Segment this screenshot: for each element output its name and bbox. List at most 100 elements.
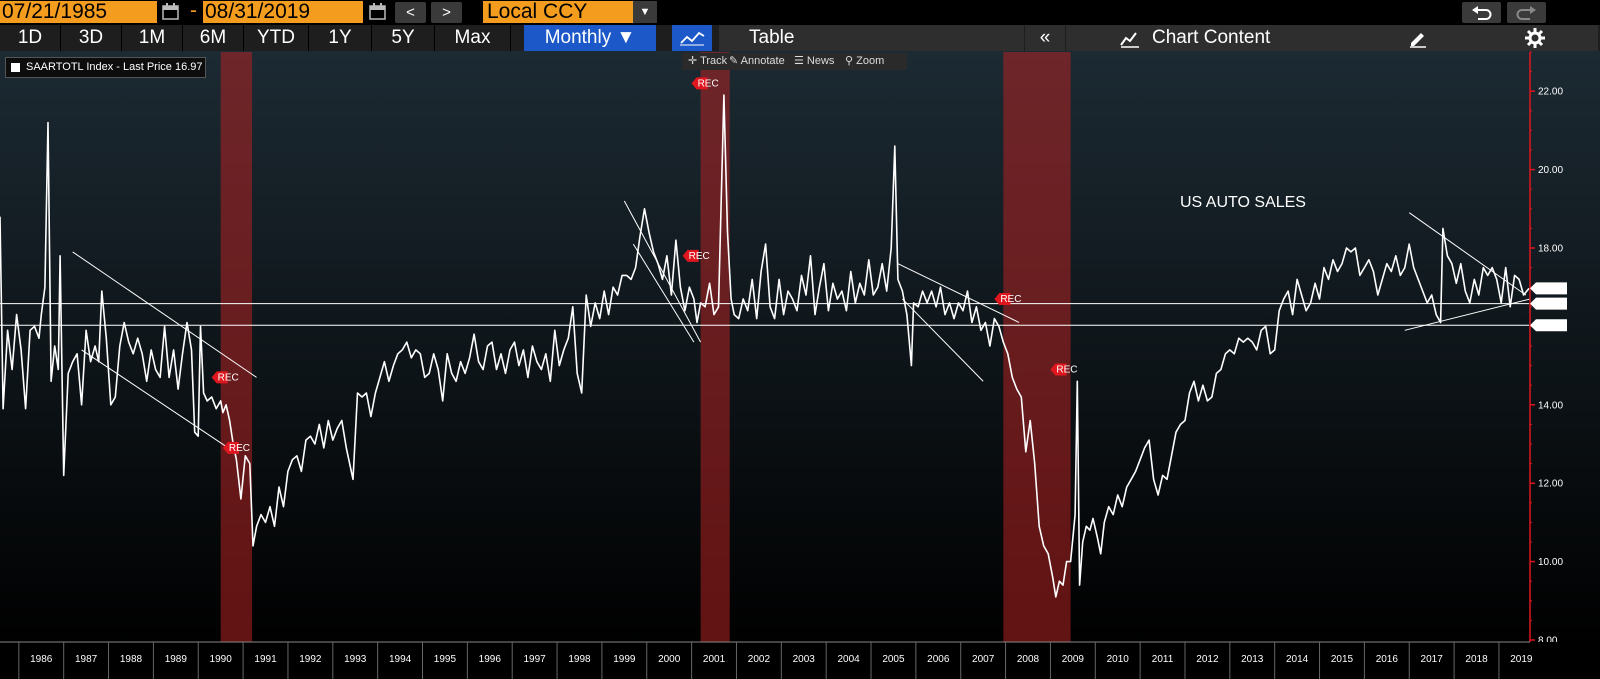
trendline-1 (81, 349, 235, 453)
collapse-button[interactable]: « (1025, 25, 1065, 51)
series-line-saartotl (0, 94, 1530, 598)
x-axis-band (0, 642, 1600, 679)
magnifier-icon: ⚲ (845, 55, 857, 67)
x-tick-label-23: 2009 (1062, 654, 1085, 665)
price-tags: 16.97 16.58 16.03 (1530, 282, 1567, 332)
x-tick-label-0: 1986 (30, 654, 53, 665)
undo-button[interactable] (1462, 2, 1501, 23)
y-tick-label-6: 20.00 (1538, 165, 1563, 176)
period-ytd[interactable]: YTD (244, 25, 309, 51)
pencil-icon: ✎ (729, 55, 741, 67)
period-1d[interactable]: 1D (0, 25, 61, 51)
price-tag-label: 16.03 (1538, 321, 1563, 332)
x-tick-label-19: 2005 (882, 654, 905, 665)
chart-content-panel[interactable]: Chart Content (1066, 25, 1598, 51)
rec-tag-label: REC (698, 78, 719, 89)
period-1y[interactable]: 1Y (309, 25, 372, 51)
price-tag-label: 16.97 (1538, 284, 1563, 295)
line-chart-button[interactable] (672, 25, 712, 51)
series-legend[interactable]: SAARTOTL Index - Last Price 16.97 (5, 57, 206, 78)
rec-tag-label: REC (689, 251, 710, 262)
frequency-select[interactable]: Monthly ▼ (524, 25, 656, 51)
news-tool[interactable]: ☰ News (794, 53, 834, 70)
x-tick-label-11: 1997 (524, 654, 547, 665)
chart-content-icon (1120, 32, 1139, 48)
price-tag-0: 16.97 (1530, 282, 1567, 295)
gear-icon[interactable] (1522, 25, 1548, 51)
next-period-button[interactable]: > (431, 2, 462, 23)
redo-button[interactable] (1507, 2, 1546, 23)
track-label: Track (700, 55, 728, 67)
x-tick-label-1: 1987 (75, 654, 98, 665)
chart-area[interactable] (0, 51, 1600, 679)
price-tag-shape (1530, 297, 1567, 310)
x-tick-label-18: 2004 (837, 654, 860, 665)
trendline-6 (1408, 212, 1527, 296)
trendline-5 (902, 298, 984, 382)
x-tick-label-31: 2017 (1421, 654, 1444, 665)
x-tick-label-2: 1988 (120, 654, 143, 665)
news-icon: ☰ (794, 55, 807, 67)
legend-swatch (11, 63, 20, 72)
chevron-down-icon[interactable]: ▼ (633, 1, 657, 23)
annotate-tool[interactable]: ✎ Annotate (729, 53, 785, 70)
rec-tag-label: REC (1000, 294, 1021, 305)
date-separator: - (190, 0, 197, 22)
x-tick-label-10: 1996 (479, 654, 502, 665)
x-tick-label-3: 1989 (165, 654, 188, 665)
x-tick-label-22: 2008 (1017, 654, 1040, 665)
x-tick-label-28: 2014 (1286, 654, 1309, 665)
price-tag-1: 16.58 (1530, 297, 1567, 310)
rec-marker-4: REC (1050, 363, 1078, 376)
x-tick-label-30: 2016 (1376, 654, 1399, 665)
crosshair-icon: ✛ (688, 55, 701, 67)
calendar-icon[interactable] (162, 3, 179, 21)
rec-tag-shape (211, 371, 228, 384)
end-date-field[interactable]: 08/31/2019 (203, 1, 363, 23)
x-tick-label-21: 2007 (972, 654, 995, 665)
period-toolbar: 1D 3D 1M 6M YTD 1Y 5Y Max Monthly ▼ Tabl… (0, 25, 1600, 51)
period-6m[interactable]: 6M (183, 25, 244, 51)
pencil-icon[interactable] (1406, 25, 1430, 51)
rec-marker-1: REC (222, 441, 250, 454)
chart-annotation: US AUTO SALES (1180, 194, 1306, 211)
x-tick-label-4: 1990 (210, 654, 233, 665)
zoom-tool[interactable]: ⚲ Zoom (845, 53, 884, 70)
currency-select[interactable]: Local CCY (483, 1, 633, 23)
trendlines (72, 200, 1531, 453)
calendar-icon[interactable] (369, 3, 386, 21)
trendline-2 (623, 200, 702, 343)
rec-marker-2: REC (682, 249, 710, 262)
period-1m[interactable]: 1M (122, 25, 183, 51)
rec-marker-3: REC (994, 292, 1021, 305)
y-tick-label-2: 12.00 (1538, 479, 1563, 490)
prev-period-button[interactable]: < (395, 2, 426, 23)
news-label: News (806, 55, 835, 67)
line-chart-icon (680, 31, 705, 46)
rec-tag-shape (222, 441, 239, 454)
x-tick-label-16: 2002 (748, 654, 771, 665)
start-date-field[interactable]: 07/21/1985 (0, 1, 157, 23)
rec-tag-label: REC (229, 443, 250, 454)
x-tick-label-8: 1994 (389, 654, 412, 665)
track-tool[interactable]: ✛ Track (688, 53, 727, 70)
legend-label: SAARTOTL Index - Last Price 16.97 (26, 61, 203, 73)
x-tick-label-14: 2000 (658, 654, 681, 665)
x-tick-label-7: 1993 (344, 654, 367, 665)
y-tick-label-1: 10.00 (1538, 557, 1563, 568)
period-max[interactable]: Max (435, 25, 511, 51)
rec-tag-shape (1050, 363, 1067, 376)
x-tick-label-29: 2015 (1331, 654, 1354, 665)
period-5y[interactable]: 5Y (372, 25, 435, 51)
chart-mini-toolbar: ✛ Track ✎ Annotate ☰ News ⚲ Zoom (682, 53, 907, 70)
undo-icon (1472, 6, 1492, 20)
x-tick-label-20: 2006 (927, 654, 950, 665)
period-3d[interactable]: 3D (61, 25, 122, 51)
table-tab[interactable]: Table (719, 25, 1024, 51)
x-tick-label-27: 2013 (1241, 654, 1264, 665)
y-tick-label-0: 8.00 (1538, 636, 1558, 647)
rec-tag-shape (682, 249, 699, 262)
price-levels (0, 303, 1529, 326)
y-tick-label-3: 14.00 (1538, 400, 1563, 411)
